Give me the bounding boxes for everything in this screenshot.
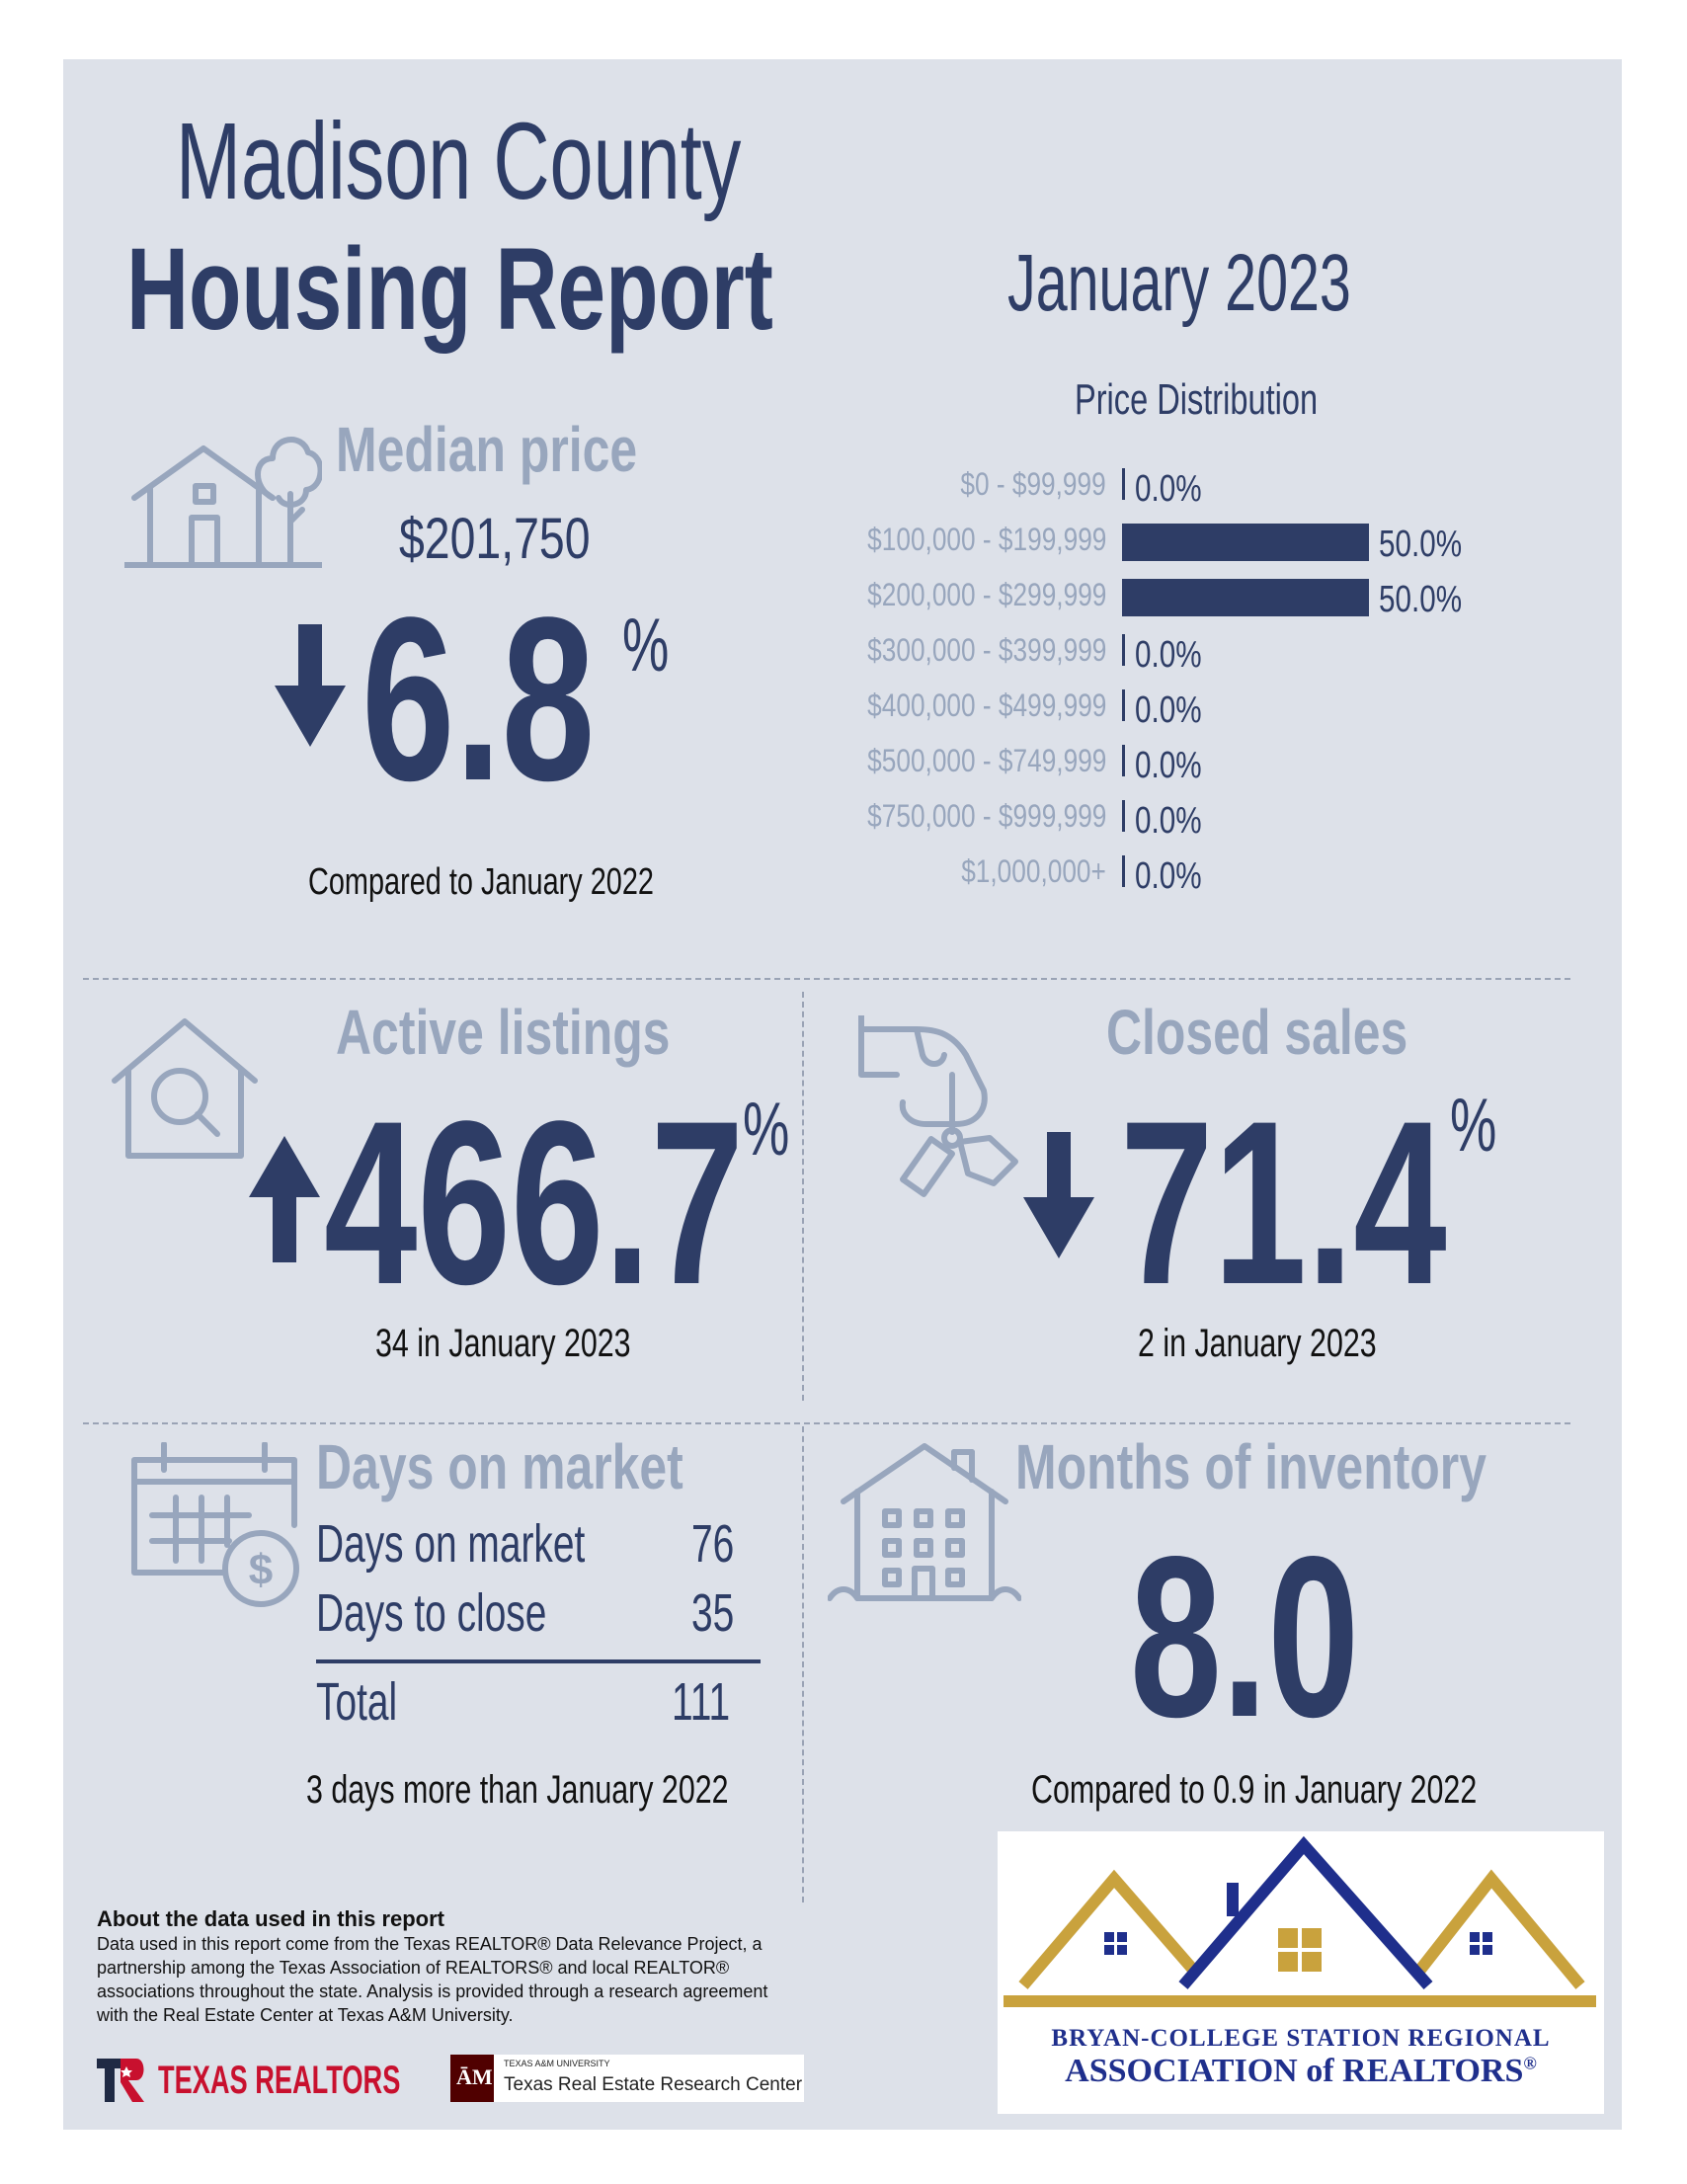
dom-label: Days on market [316, 1514, 586, 1574]
price-range-label: $300,000 - $399,999 [866, 632, 1106, 668]
price-distribution-bar [1122, 745, 1125, 776]
rooftops-icon [1004, 1835, 1596, 2007]
median-price-heading: Median price [336, 414, 638, 485]
days-comparison: 3 days more than January 2022 [306, 1768, 729, 1812]
price-range-label: $0 - $99,999 [960, 466, 1106, 502]
price-distribution-title: Price Distribution [1075, 375, 1319, 424]
divider [83, 978, 1570, 980]
active-listings-pct: % [743, 1088, 790, 1172]
closed-sales-pct: % [1450, 1084, 1497, 1168]
price-distribution-bar [1122, 634, 1125, 666]
median-price-change: 6.8 [362, 569, 596, 830]
divider [802, 992, 804, 1401]
median-price-pct: % [622, 604, 670, 688]
price-range-label: $100,000 - $199,999 [866, 522, 1106, 557]
days-on-market-heading: Days on market [316, 1431, 683, 1502]
closed-sales-detail: 2 in January 2023 [1138, 1322, 1377, 1365]
svg-text:$: $ [249, 1546, 273, 1594]
price-distribution-row: $0 - $99,999 0.0% [869, 462, 1561, 512]
title-line2: Housing Report [126, 224, 773, 355]
price-range-label: $500,000 - $749,999 [866, 743, 1106, 778]
bcs-name-line1: BRYAN-COLLEGE STATION REGIONAL [1051, 2025, 1551, 2052]
arrow-up-icon [249, 1136, 320, 1262]
dtc-value: 35 [691, 1583, 735, 1643]
arrow-down-icon [1023, 1132, 1094, 1258]
price-distribution-value: 50.0% [1379, 579, 1463, 620]
price-range-label: $1,000,000+ [961, 853, 1106, 889]
active-listings-detail: 34 in January 2023 [375, 1322, 631, 1365]
price-range-label: $200,000 - $299,999 [866, 577, 1106, 612]
price-distribution-row: $300,000 - $399,999 0.0% [866, 628, 1561, 678]
title-line1: Madison County [176, 101, 742, 222]
tamu-logo: ĀM TEXAS A&M UNIVERSITY Texas Real Estat… [450, 2055, 804, 2102]
price-distribution-bar [1122, 855, 1125, 887]
price-distribution-row: $1,000,000+ 0.0% [869, 849, 1561, 899]
price-distribution-bar [1122, 524, 1369, 561]
price-range-label: $750,000 - $999,999 [866, 798, 1106, 834]
calendar-dollar-icon: $ [131, 1442, 299, 1607]
dom-value: 76 [691, 1514, 735, 1574]
price-distribution-value: 0.0% [1135, 745, 1202, 786]
divider [83, 1422, 1570, 1424]
dtc-label: Days to close [316, 1583, 547, 1643]
price-distribution-value: 0.0% [1135, 855, 1202, 897]
price-distribution-bar [1122, 579, 1369, 616]
price-distribution-row: $500,000 - $749,999 0.0% [866, 739, 1561, 788]
price-distribution-bar [1122, 800, 1125, 832]
price-distribution-row: $200,000 - $299,999 50.0% [866, 573, 1561, 622]
price-distribution-value: 50.0% [1379, 524, 1463, 565]
total-value: 111 [672, 1672, 731, 1732]
dtc-row: Days to close [316, 1582, 636, 1644]
house-tree-icon [124, 437, 322, 568]
closed-sales-heading: Closed sales [1106, 997, 1408, 1068]
total-label: Total [316, 1672, 398, 1732]
divider [802, 1426, 804, 1902]
price-distribution-chart: $0 - $99,999 0.0% $100,000 - $199,999 50.0%… [866, 462, 1561, 899]
price-distribution-bar [1122, 468, 1125, 500]
months-inventory-comparison: Compared to 0.9 in January 2022 [1031, 1768, 1478, 1812]
hand-keys-icon [858, 1015, 1018, 1197]
active-listings-change: 466.7 [324, 1073, 745, 1334]
price-distribution-value: 0.0% [1135, 468, 1202, 510]
texas-realtors-logo: TEXAS REALTORS [97, 2057, 423, 2104]
house-search-icon [112, 1018, 258, 1159]
closed-sales-change: 71.4 [1120, 1073, 1447, 1334]
tamu-mark-icon: ĀM [450, 2055, 494, 2102]
price-range-label: $400,000 - $499,999 [866, 688, 1106, 723]
active-listings-heading: Active listings [336, 997, 671, 1068]
price-distribution-bar [1122, 689, 1125, 721]
price-distribution-row: $100,000 - $199,999 50.0% [866, 518, 1561, 567]
arrow-down-icon [275, 624, 346, 747]
report-month: January 2023 [1007, 238, 1351, 328]
about-body: Data used in this report come from the T… [97, 1934, 768, 2025]
bcs-name-line2: ASSOCIATION of REALTORS® [1065, 2053, 1537, 2089]
price-distribution-value: 0.0% [1135, 800, 1202, 842]
price-distribution-row: $750,000 - $999,999 0.0% [866, 794, 1561, 844]
about-section: About the data used in this report Data … [97, 1906, 847, 2027]
texas-realtors-mark-icon [97, 2059, 144, 2102]
price-distribution-value: 0.0% [1135, 689, 1202, 731]
apartment-building-icon [828, 1443, 1021, 1601]
months-inventory-heading: Months of inventory [1015, 1431, 1486, 1502]
price-distribution-value: 0.0% [1135, 634, 1202, 676]
median-price-value: $201,750 [399, 507, 591, 571]
dom-row: Days on market [316, 1513, 689, 1575]
about-heading: About the data used in this report [97, 1906, 445, 1931]
months-inventory-value: 8.0 [1130, 1509, 1360, 1765]
price-distribution-row: $400,000 - $499,999 0.0% [866, 684, 1561, 733]
median-price-comparison: Compared to January 2022 [308, 861, 654, 903]
report-panel [63, 59, 1622, 2130]
total-rule [316, 1659, 761, 1663]
bcs-association-logo: BRYAN-COLLEGE STATION REGIONAL ASSOCIATI… [998, 1831, 1604, 2114]
